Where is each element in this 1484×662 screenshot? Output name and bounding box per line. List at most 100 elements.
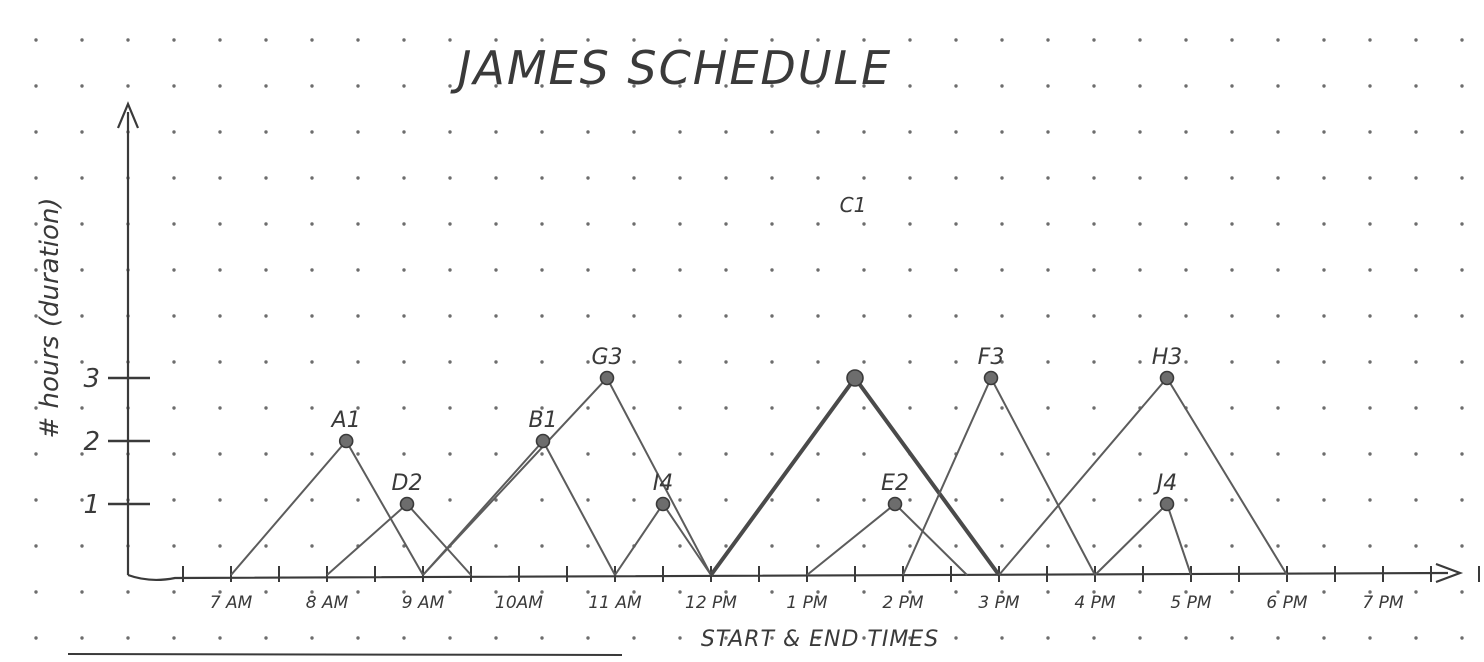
grid-dot	[218, 452, 222, 456]
grid-dot	[1092, 590, 1096, 594]
grid-dot	[1276, 452, 1280, 456]
grid-dot	[1000, 452, 1004, 456]
grid-dot	[218, 38, 222, 42]
grid-dot	[1000, 222, 1004, 226]
grid-dot	[172, 268, 176, 272]
grid-dot	[816, 636, 820, 640]
grid-dot	[1368, 590, 1372, 594]
grid-dot	[402, 84, 406, 88]
grid-dot	[494, 176, 498, 180]
grid-dot	[908, 130, 912, 134]
grid-dot	[494, 590, 498, 594]
grid-dot	[908, 544, 912, 548]
grid-dot	[1184, 452, 1188, 456]
grid-dot	[1046, 314, 1050, 318]
grid-dot	[770, 406, 774, 410]
grid-dot	[862, 268, 866, 272]
grid-dot	[908, 38, 912, 42]
grid-dot	[356, 360, 360, 364]
y-tick-label: 2	[83, 427, 100, 457]
grid-dot	[1138, 268, 1142, 272]
grid-dot	[770, 38, 774, 42]
grid-dot	[770, 360, 774, 364]
grid-dot	[862, 544, 866, 548]
grid-dot	[402, 452, 406, 456]
grid-dot	[34, 498, 38, 502]
grid-dot	[586, 130, 590, 134]
grid-dot	[1184, 590, 1188, 594]
grid-dot	[1276, 498, 1280, 502]
grid-dot	[724, 498, 728, 502]
x-tick-label: 1 PM	[786, 593, 827, 613]
grid-dot	[908, 222, 912, 226]
grid-dot	[1368, 314, 1372, 318]
stray-annotation: C1	[840, 193, 867, 217]
grid-dot	[448, 360, 452, 364]
grid-dot	[172, 130, 176, 134]
grid-dot	[172, 222, 176, 226]
grid-dot	[448, 130, 452, 134]
grid-dot	[678, 314, 682, 318]
grid-dot	[494, 268, 498, 272]
grid-dot	[494, 544, 498, 548]
grid-dot	[724, 544, 728, 548]
grid-dot	[632, 406, 636, 410]
grid-dot	[218, 406, 222, 410]
grid-dot	[1276, 38, 1280, 42]
x-tick-label: 9 AM	[402, 593, 445, 613]
grid-dot	[632, 130, 636, 134]
grid-dot	[80, 498, 84, 502]
grid-dot	[954, 544, 958, 548]
grid-dot	[954, 268, 958, 272]
grid-dot	[540, 130, 544, 134]
grid-dot	[1368, 498, 1372, 502]
peak-marker-e2	[887, 496, 903, 512]
grid-dot	[494, 314, 498, 318]
grid-dot	[540, 176, 544, 180]
grid-dot	[1092, 268, 1096, 272]
grid-dot	[1184, 636, 1188, 640]
series-line-j4	[1094, 503, 1192, 576]
grid-dot	[126, 590, 130, 594]
grid-dot	[1000, 360, 1004, 364]
grid-dot	[402, 268, 406, 272]
grid-dot	[448, 636, 452, 640]
grid-dot	[586, 314, 590, 318]
grid-dot	[402, 360, 406, 364]
grid-dot	[1138, 38, 1142, 42]
grid-dot	[770, 544, 774, 548]
grid-dot	[908, 498, 912, 502]
grid-dot	[34, 544, 38, 548]
peak-marker-h3	[1159, 370, 1175, 386]
grid-dot	[218, 498, 222, 502]
grid-dot	[448, 84, 452, 88]
grid-dot	[862, 636, 866, 640]
x-axis-label: START & END TIMES	[701, 627, 939, 652]
grid-dot	[586, 498, 590, 502]
grid-dot	[1046, 176, 1050, 180]
grid-dot	[1230, 130, 1234, 134]
grid-dot	[816, 590, 820, 594]
grid-dot	[586, 636, 590, 640]
x-axis	[127, 571, 1449, 582]
grid-dot	[356, 38, 360, 42]
grid-dot	[34, 176, 38, 180]
grid-dot	[310, 38, 314, 42]
grid-dot	[1138, 636, 1142, 640]
grid-dot	[448, 452, 452, 456]
grid-dot	[1138, 498, 1142, 502]
grid-dot	[1092, 176, 1096, 180]
grid-dot	[172, 406, 176, 410]
grid-dot	[1000, 406, 1004, 410]
grid-dot	[172, 590, 176, 594]
grid-dot	[1276, 590, 1280, 594]
grid-dot	[264, 544, 268, 548]
grid-dot	[724, 84, 728, 88]
grid-dot	[34, 84, 38, 88]
x-tick-label: 3 PM	[978, 593, 1019, 613]
grid-dot	[1138, 544, 1142, 548]
grid-dot	[1276, 222, 1280, 226]
grid-dot	[770, 636, 774, 640]
grid-dot	[1230, 590, 1234, 594]
grid-dot	[678, 176, 682, 180]
